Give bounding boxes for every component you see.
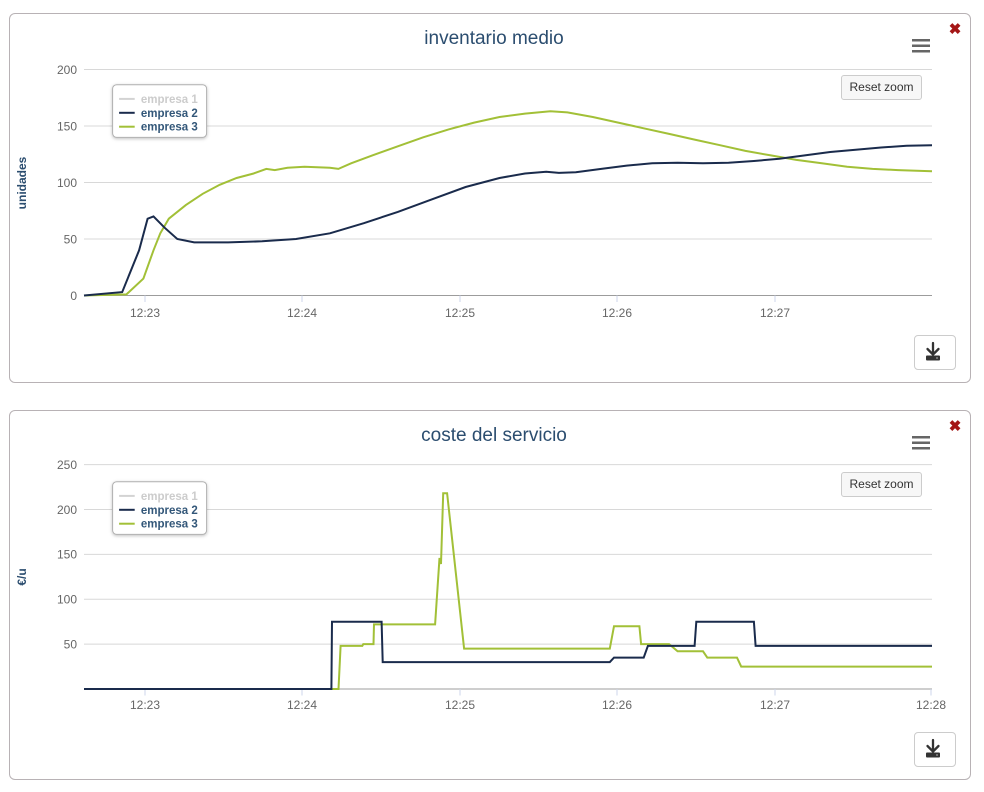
svg-text:100: 100 — [57, 593, 77, 607]
svg-text:€/u: €/u — [15, 568, 29, 585]
svg-text:100: 100 — [57, 176, 77, 190]
svg-text:150: 150 — [57, 120, 77, 134]
svg-text:unidades: unidades — [15, 156, 29, 209]
svg-text:12:24: 12:24 — [287, 698, 317, 712]
svg-text:12:23: 12:23 — [130, 306, 160, 320]
svg-text:empresa 3: empresa 3 — [141, 122, 198, 134]
svg-text:empresa 3: empresa 3 — [141, 519, 198, 531]
svg-text:0: 0 — [70, 289, 77, 303]
svg-text:12:28: 12:28 — [916, 698, 946, 712]
svg-text:12:25: 12:25 — [445, 306, 475, 320]
svg-text:250: 250 — [57, 458, 77, 472]
svg-text:50: 50 — [64, 638, 78, 652]
svg-text:empresa 1: empresa 1 — [141, 491, 199, 503]
svg-text:50: 50 — [64, 233, 78, 247]
svg-text:12:26: 12:26 — [602, 306, 632, 320]
svg-text:empresa 1: empresa 1 — [141, 94, 199, 106]
svg-text:12:27: 12:27 — [760, 306, 790, 320]
svg-text:150: 150 — [57, 548, 77, 562]
svg-text:empresa 2: empresa 2 — [141, 505, 198, 517]
svg-text:empresa 2: empresa 2 — [141, 108, 198, 120]
svg-text:12:23: 12:23 — [130, 698, 160, 712]
svg-text:200: 200 — [57, 63, 77, 77]
svg-text:12:26: 12:26 — [602, 698, 632, 712]
svg-text:12:24: 12:24 — [287, 306, 317, 320]
svg-text:200: 200 — [57, 503, 77, 517]
svg-text:12:27: 12:27 — [760, 698, 790, 712]
svg-text:12:25: 12:25 — [445, 698, 475, 712]
